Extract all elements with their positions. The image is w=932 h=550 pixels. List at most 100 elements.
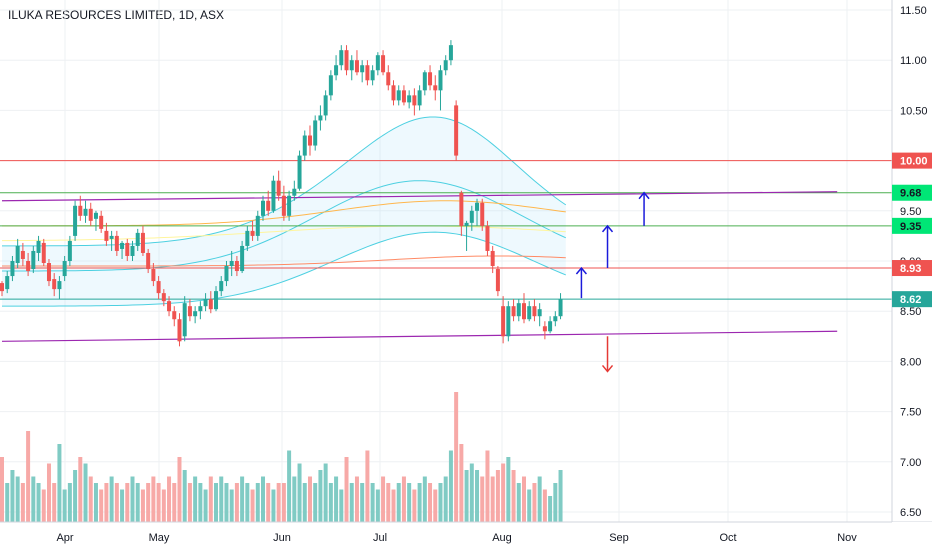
candle[interactable]	[506, 301, 511, 342]
candle[interactable]	[41, 238, 46, 267]
candlesticks[interactable]	[0, 40, 563, 347]
candle[interactable]	[120, 240, 125, 259]
candle[interactable]	[135, 228, 140, 251]
candle[interactable]	[495, 266, 500, 297]
candle[interactable]	[287, 190, 292, 221]
candle[interactable]	[501, 296, 506, 344]
candle[interactable]	[522, 293, 526, 324]
candle[interactable]	[334, 55, 339, 81]
candle[interactable]	[156, 276, 161, 300]
candle[interactable]	[62, 255, 67, 282]
candle[interactable]	[261, 195, 265, 221]
candle[interactable]	[370, 65, 375, 86]
candle[interactable]	[271, 175, 276, 213]
candle[interactable]	[344, 45, 349, 76]
candle[interactable]	[93, 210, 98, 231]
down-arrow[interactable]	[601, 336, 614, 373]
candle[interactable]	[386, 65, 391, 91]
candle[interactable]	[198, 301, 203, 320]
time-axis[interactable]: Apr May Jun Jul Aug Sep Oct Nov	[0, 521, 932, 550]
candle[interactable]	[480, 198, 485, 231]
candle[interactable]	[182, 296, 187, 342]
channel-upper-line[interactable]	[1, 191, 838, 202]
candle[interactable]	[46, 258, 51, 287]
candle[interactable]	[52, 273, 57, 297]
candle[interactable]	[20, 242, 25, 267]
candle[interactable]	[36, 235, 41, 261]
candle[interactable]	[203, 293, 208, 312]
candle[interactable]	[10, 255, 15, 282]
candle[interactable]	[532, 299, 537, 322]
candle[interactable]	[438, 65, 443, 111]
candle[interactable]	[88, 202, 93, 226]
candle[interactable]	[73, 200, 78, 241]
candle[interactable]	[167, 296, 172, 317]
candle[interactable]	[354, 50, 359, 76]
candle[interactable]	[318, 105, 323, 131]
candle[interactable]	[558, 293, 563, 320]
candle[interactable]	[469, 205, 474, 231]
candle[interactable]	[229, 250, 234, 277]
candle[interactable]	[125, 238, 130, 261]
candle[interactable]	[511, 299, 516, 322]
candle[interactable]	[548, 316, 553, 334]
candle[interactable]	[407, 90, 412, 109]
price-badge[interactable]: 8.93	[892, 260, 932, 277]
candle[interactable]	[422, 70, 427, 96]
price-badge[interactable]: 9.35	[892, 217, 932, 234]
candle[interactable]	[240, 240, 245, 274]
candle[interactable]	[328, 70, 333, 101]
candle[interactable]	[57, 276, 62, 300]
candle[interactable]	[365, 60, 370, 86]
candle[interactable]	[146, 248, 151, 274]
candle[interactable]	[339, 45, 344, 71]
candle[interactable]	[281, 185, 286, 221]
price-axis[interactable]: 11.5011.0010.5010.009.509.008.508.007.50…	[891, 0, 932, 550]
candle[interactable]	[172, 306, 177, 327]
candle[interactable]	[490, 245, 495, 274]
candle[interactable]	[459, 190, 464, 236]
candle[interactable]	[276, 170, 281, 201]
candle[interactable]	[475, 198, 480, 226]
candle[interactable]	[381, 50, 386, 76]
candle[interactable]	[104, 222, 109, 246]
candle[interactable]	[219, 276, 224, 297]
up-arrow[interactable]	[575, 266, 587, 299]
candle[interactable]	[161, 289, 166, 307]
candle[interactable]	[83, 200, 88, 223]
candle[interactable]	[250, 220, 255, 241]
candle[interactable]	[177, 313, 182, 347]
candle[interactable]	[537, 303, 542, 327]
candle[interactable]	[140, 225, 145, 256]
candle[interactable]	[208, 291, 213, 314]
candle[interactable]	[214, 286, 219, 312]
candle[interactable]	[428, 65, 433, 91]
price-badge[interactable]: 10.00	[892, 152, 932, 169]
candle[interactable]	[391, 80, 396, 106]
candle[interactable]	[234, 255, 239, 277]
candle[interactable]	[553, 311, 558, 327]
candle[interactable]	[433, 75, 438, 101]
candle[interactable]	[464, 220, 469, 251]
candle[interactable]	[245, 225, 250, 251]
up-arrow[interactable]	[601, 224, 614, 269]
candle[interactable]	[255, 210, 260, 241]
candle[interactable]	[302, 130, 307, 161]
candle[interactable]	[454, 100, 459, 161]
candle[interactable]	[224, 261, 229, 287]
candle[interactable]	[67, 235, 72, 267]
candle[interactable]	[187, 299, 192, 322]
candle[interactable]	[297, 150, 302, 191]
candle[interactable]	[193, 306, 198, 324]
candle[interactable]	[5, 271, 10, 294]
channel-lower-line[interactable]	[1, 330, 838, 342]
target-arrows[interactable]	[575, 191, 650, 373]
candle[interactable]	[109, 230, 114, 251]
candle[interactable]	[26, 252, 31, 277]
candle[interactable]	[516, 299, 521, 322]
candle[interactable]	[375, 52, 380, 76]
candle[interactable]	[401, 85, 406, 106]
candle[interactable]	[448, 40, 453, 66]
candle[interactable]	[396, 85, 401, 106]
